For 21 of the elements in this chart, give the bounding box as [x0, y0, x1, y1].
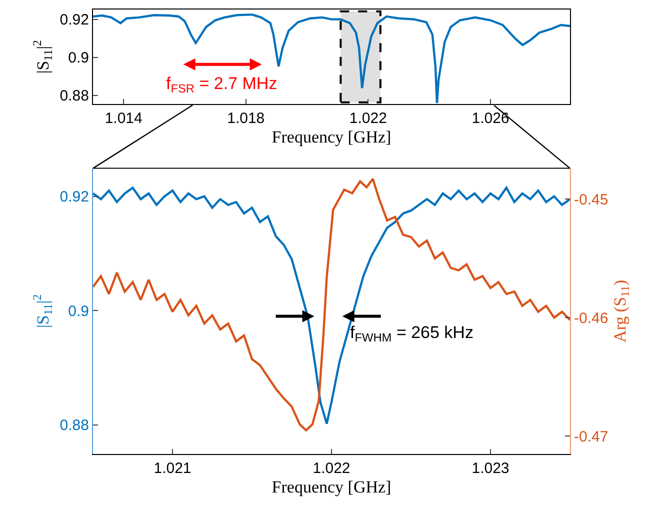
annotation: f$_{FWHM}$ = 265 kHz [350, 323, 474, 345]
y2-tick-label: -0.46 [574, 310, 608, 327]
line-series [93, 13, 570, 104]
x-tick-label: 1.022 [312, 460, 350, 477]
y-tick-label: 0.88 [60, 88, 89, 105]
y-tick-label: 0.92 [60, 12, 89, 29]
x-tick-label: 1.018 [227, 110, 265, 128]
x-tick-label: 1.022 [349, 110, 387, 128]
y-tick-label: 0.9 [68, 50, 89, 67]
x-tick-label: 1.014 [104, 110, 142, 128]
y-tick-label: 0.88 [60, 417, 89, 434]
y2-tick-label: -0.45 [574, 191, 608, 208]
x-axis-title: Frequency [GHz] [272, 477, 392, 496]
y-tick-label: 0.9 [68, 302, 89, 320]
x-tick-label: 1.026 [472, 110, 510, 128]
y2-tick-label: -0.47 [574, 428, 608, 446]
x-axis-title: Frequency [GHz] [272, 128, 392, 147]
x-tick-label: 1.023 [472, 460, 510, 477]
y-tick-label: 0.92 [60, 188, 89, 206]
annotation: f$_{FSR}$ = 2.7 MHz [166, 74, 278, 96]
x-tick-label: 1.021 [154, 460, 192, 477]
